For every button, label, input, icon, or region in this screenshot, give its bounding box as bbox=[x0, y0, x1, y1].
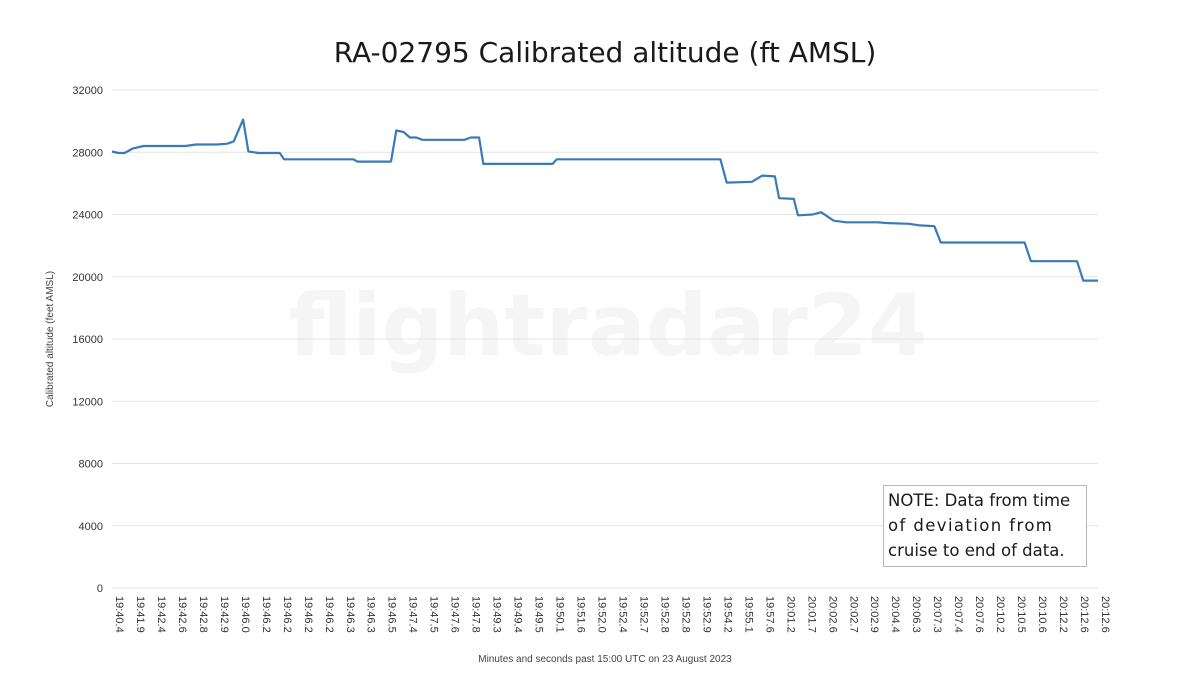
x-tick-label: 19:49.3 bbox=[491, 596, 503, 633]
x-tick-label: 19:52.9 bbox=[700, 596, 712, 633]
x-tick-label: 19:42.6 bbox=[176, 596, 188, 633]
series-layer bbox=[111, 118, 1098, 282]
note-line-2: of deviation from bbox=[888, 516, 1054, 535]
x-tick-label: 19:52.7 bbox=[637, 596, 649, 633]
x-tick-label: 19:47.5 bbox=[428, 596, 440, 633]
y-tick-label: 4000 bbox=[79, 521, 103, 533]
x-tick-label: 19:40.4 bbox=[113, 596, 125, 633]
x-tick-label: 19:46.3 bbox=[365, 596, 377, 633]
x-axis-ticks: 19:40.4 19:41.9 19:42.4 19:42.6 19:42.8 19:42… bbox=[113, 596, 1111, 633]
y-tick-label: 8000 bbox=[79, 459, 103, 471]
x-tick-label: 20:12.2 bbox=[1057, 596, 1069, 633]
x-tick-label: 19:52.8 bbox=[679, 596, 691, 633]
x-tick-label: 19:42.9 bbox=[218, 596, 230, 633]
x-tick-label: 20:02.6 bbox=[826, 596, 838, 633]
x-tick-label: 19:46.3 bbox=[344, 596, 356, 633]
altitude-series-line bbox=[111, 118, 1098, 282]
x-tick-label: 20:12.6 bbox=[1078, 596, 1090, 633]
x-tick-label: 19:52.0 bbox=[596, 596, 608, 633]
x-tick-label: 20:07.6 bbox=[973, 596, 985, 633]
x-tick-label: 19:54.2 bbox=[721, 596, 733, 633]
x-tick-label: 20:07.3 bbox=[931, 596, 943, 633]
gridlines bbox=[112, 89, 1098, 589]
x-tick-label: 19:47.8 bbox=[470, 596, 482, 633]
x-tick-label: 19:49.5 bbox=[533, 596, 545, 633]
x-tick-label: 19:42.4 bbox=[155, 596, 167, 633]
x-tick-label: 19:52.8 bbox=[658, 596, 670, 633]
y-axis-ticks: 0 4000 8000 12000 16000 20000 24000 28000 32000 bbox=[72, 85, 103, 595]
flightradar24-watermark: flightradar24 bbox=[288, 276, 927, 376]
x-tick-label: 19:46.2 bbox=[323, 596, 335, 633]
x-tick-label: 19:49.4 bbox=[512, 596, 524, 633]
y-tick-label: 12000 bbox=[72, 396, 103, 408]
x-axis-label: Minutes and seconds past 15:00 UTC on 23… bbox=[478, 654, 732, 665]
x-tick-label: 20:10.6 bbox=[1036, 596, 1048, 633]
x-tick-label: 20:07.4 bbox=[952, 596, 964, 633]
x-tick-label: 19:51.6 bbox=[575, 596, 587, 633]
x-tick-label: 20:01.7 bbox=[805, 596, 817, 633]
note-line-3: cruise to end of data. bbox=[888, 541, 1065, 560]
x-tick-label: 19:52.4 bbox=[616, 596, 628, 633]
x-tick-label: 20:10.5 bbox=[1015, 596, 1027, 633]
x-tick-label: 19:46.2 bbox=[302, 596, 314, 633]
x-tick-label: 19:57.6 bbox=[763, 596, 775, 633]
y-tick-label: 16000 bbox=[72, 334, 103, 346]
x-tick-label: 19:42.8 bbox=[197, 596, 209, 633]
x-tick-label: 19:55.1 bbox=[742, 596, 754, 633]
x-tick-label: 19:46.2 bbox=[260, 596, 272, 633]
x-tick-label: 19:47.6 bbox=[449, 596, 461, 633]
note-box: NOTE: Data from time of deviation from c… bbox=[883, 485, 1087, 567]
x-tick-label: 20:02.9 bbox=[868, 596, 880, 633]
y-tick-label: 24000 bbox=[72, 210, 103, 222]
note-line-1: NOTE: Data from time bbox=[888, 491, 1071, 510]
x-tick-label: 20:12.6 bbox=[1099, 596, 1111, 633]
chart-title: RA-02795 Calibrated altitude (ft AMSL) bbox=[334, 36, 877, 69]
x-tick-label: 20:01.2 bbox=[784, 596, 796, 633]
x-tick-label: 19:41.9 bbox=[134, 596, 146, 633]
y-axis-label: Calibrated altitude (feet AMSL) bbox=[45, 271, 56, 407]
y-tick-label: 0 bbox=[97, 583, 103, 595]
x-tick-label: 20:02.7 bbox=[847, 596, 859, 633]
x-tick-label: 19:46.5 bbox=[386, 596, 398, 633]
y-tick-label: 32000 bbox=[72, 85, 103, 97]
x-tick-label: 19:46.2 bbox=[281, 596, 293, 633]
x-tick-label: 20:10.2 bbox=[994, 596, 1006, 633]
x-tick-label: 19:47.4 bbox=[407, 596, 419, 633]
y-tick-label: 28000 bbox=[72, 147, 103, 159]
x-tick-label: 19:50.1 bbox=[554, 596, 566, 633]
y-tick-label: 20000 bbox=[72, 272, 103, 284]
x-tick-label: 19:46.0 bbox=[239, 596, 251, 633]
x-tick-label: 20:04.4 bbox=[889, 596, 901, 633]
x-tick-label: 20:06.3 bbox=[910, 596, 922, 633]
